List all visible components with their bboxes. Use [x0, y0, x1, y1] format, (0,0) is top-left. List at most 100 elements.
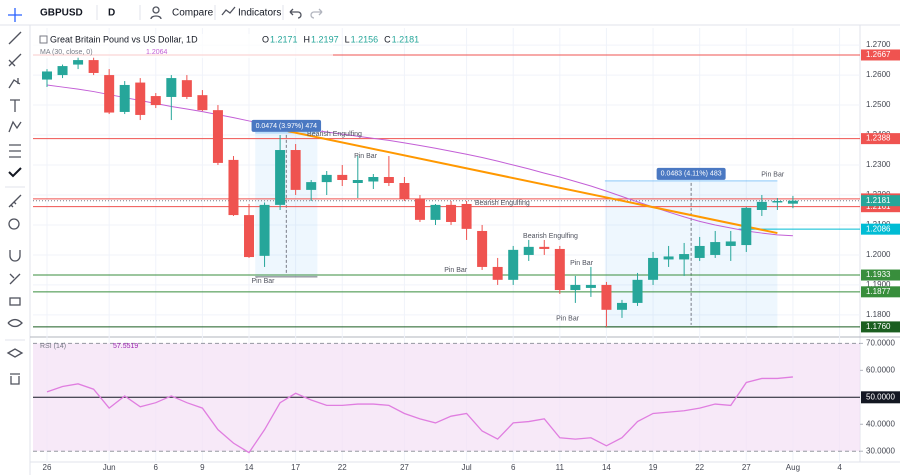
pattern-label: Pin Bar — [444, 267, 468, 274]
candle-body — [523, 246, 534, 255]
rsi-tick-label: 70.0000 — [866, 339, 895, 348]
collapse-icon[interactable] — [39, 35, 48, 44]
x-tick-label: 17 — [291, 463, 300, 472]
level-tag: 1.1933 — [866, 270, 891, 279]
ohlc-key: C — [384, 34, 391, 44]
top-bar — [0, 0, 900, 25]
candle-body — [259, 204, 270, 256]
redo-icon[interactable] — [310, 8, 323, 19]
rsi-legend: RSI (14) — [40, 343, 66, 350]
candle-body — [539, 246, 550, 249]
pattern-tool[interactable] — [8, 120, 22, 133]
y-tick-label: 1.1800 — [866, 310, 891, 319]
candle-body — [57, 66, 68, 76]
measure-label-bg — [251, 119, 322, 132]
text-tool[interactable] — [10, 99, 20, 112]
indicators-button[interactable]: Indicators — [238, 8, 281, 19]
drawing-mode-tool[interactable] — [9, 273, 21, 285]
x-tick-label: 22 — [338, 463, 347, 472]
shapes-tool[interactable] — [8, 167, 22, 178]
pattern-label: Bearish Engulfing — [475, 200, 530, 207]
candle-body — [787, 200, 798, 204]
candle-body — [197, 95, 208, 111]
y-tick-label: 1.2500 — [866, 100, 891, 109]
magnet-tool[interactable] — [9, 250, 21, 262]
crosshair-tool[interactable] — [8, 8, 22, 22]
rsi-value: 57.5519 — [113, 343, 138, 350]
candle-body — [414, 198, 425, 220]
ruler-tool[interactable] — [8, 194, 22, 208]
measure-label-bg — [656, 167, 726, 180]
indicators-icon[interactable] — [221, 6, 236, 16]
x-tick-label: 27 — [400, 463, 409, 472]
pattern-label: Bearish Engulfing — [307, 131, 362, 138]
x-tick-label: 9 — [200, 463, 205, 472]
rsi-tick-label: 50.0000 — [866, 392, 895, 401]
candle-body — [73, 60, 84, 65]
x-tick-label: 14 — [245, 463, 254, 472]
candle-body — [383, 177, 394, 183]
x-tick-label: 22 — [695, 463, 704, 472]
interval[interactable]: D — [108, 8, 115, 19]
fib-tool[interactable] — [8, 53, 22, 67]
level-tag-bg — [861, 133, 900, 145]
rsi-tick-label: 40.0000 — [866, 419, 895, 428]
candle-body — [446, 204, 457, 222]
brush-tool[interactable] — [8, 78, 21, 89]
level-tag-bg — [861, 49, 900, 61]
candle-body — [616, 302, 627, 310]
rsi-tick-label: 30.0000 — [866, 446, 895, 455]
x-tick-label: 11 — [556, 463, 565, 472]
pattern-label: Bearish Engulfing — [523, 233, 578, 240]
candle-body — [585, 284, 596, 288]
candle-body — [710, 242, 721, 255]
zoom-tool[interactable] — [8, 218, 20, 230]
prediction-tool[interactable] — [9, 144, 21, 158]
ohlc-value: 1.2171 — [270, 34, 298, 44]
line-tool[interactable] — [8, 31, 22, 45]
ohlc-key: L — [345, 34, 350, 44]
candle-body — [570, 284, 581, 291]
candle-body — [694, 245, 705, 258]
x-tick-label: Jun — [103, 463, 116, 472]
level-tag-bg — [861, 321, 900, 333]
ohlc-value: 1.2197 — [311, 34, 339, 44]
undo-icon[interactable] — [289, 8, 302, 19]
rsi-tick-label: 60.0000 — [866, 365, 895, 374]
candle-body — [306, 182, 317, 190]
ohlc-key: O — [262, 34, 269, 44]
layers-tool[interactable] — [6, 348, 24, 358]
candle-body — [321, 174, 332, 183]
pattern-label: Pin Bar — [570, 260, 594, 267]
x-tick-label: Jul — [461, 463, 471, 472]
symbol[interactable]: GBPUSD — [40, 8, 83, 19]
visibility-tool[interactable] — [7, 318, 23, 328]
candle-body — [772, 200, 783, 203]
x-tick-label: 14 — [602, 463, 611, 472]
rsi-line — [46, 376, 793, 454]
pattern-label: Pin Bar — [354, 153, 378, 160]
lock-tool[interactable] — [9, 297, 21, 306]
grid — [33, 28, 860, 462]
candle-body — [290, 150, 301, 190]
ohlc-value: 1.2181 — [392, 34, 420, 44]
candle-body — [430, 204, 441, 220]
candle-body — [477, 230, 488, 267]
level-tag: 1.1877 — [866, 287, 891, 296]
candle-body — [42, 71, 52, 80]
compare-icon[interactable] — [150, 6, 162, 20]
remove-tool[interactable] — [10, 373, 20, 385]
measure-label: 0.0474 (3.97%) 474 — [256, 123, 318, 130]
candle-body — [337, 174, 348, 181]
level-tag: 1.2086 — [866, 224, 891, 233]
x-tick-label: 26 — [43, 463, 52, 472]
candle-body — [756, 201, 767, 210]
x-tick-label: 4 — [837, 463, 842, 472]
compare-button[interactable]: Compare — [172, 8, 214, 19]
pattern-label: Pin Bar — [252, 278, 276, 285]
x-tick-label: 6 — [511, 463, 516, 472]
candle-body — [212, 110, 223, 163]
candle-body — [648, 257, 659, 280]
candle-body — [104, 75, 115, 113]
